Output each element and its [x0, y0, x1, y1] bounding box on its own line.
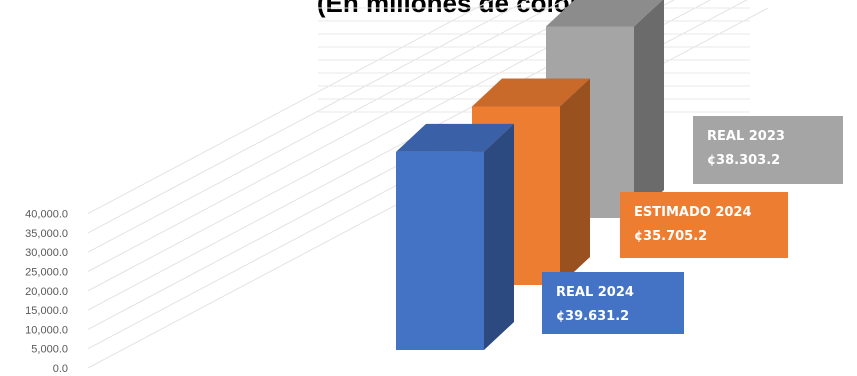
- callout-value: ¢38.303.2: [707, 153, 780, 168]
- y-axis-ticks: 0.0 5,000.0 10,000.0 15,000.0 20,000.0 25,000…: [25, 209, 68, 375]
- grid-line: [87, 0, 529, 234]
- callout-category: REAL 2024: [556, 285, 634, 300]
- callout-category: REAL 2023: [707, 129, 785, 144]
- y-tick-label: 40,000.0: [25, 209, 68, 221]
- y-tick-label: 20,000.0: [25, 286, 68, 298]
- grid-line: [87, 0, 566, 253]
- y-tick-label: 25,000.0: [25, 267, 68, 279]
- callout-box: [620, 192, 788, 258]
- y-tick-label: 0.0: [53, 363, 68, 375]
- callout-real-2023: REAL 2023 ¢38.303.2: [693, 116, 843, 184]
- data-callouts: REAL 2024 ¢39.631.2 ESTIMADO 2024 ¢35.705.2…: [542, 116, 843, 334]
- bar-top-face: [546, 0, 663, 27]
- bars: [396, 0, 664, 351]
- callout-box: [542, 272, 684, 334]
- bar-top-face: [472, 78, 590, 107]
- bar-side-face: [634, 0, 664, 218]
- y-tick-label: 5,000.0: [31, 344, 68, 356]
- callout-value: ¢35.705.2: [634, 229, 707, 244]
- grid-line: [87, 0, 639, 292]
- callout-category: ESTIMADO 2024: [634, 205, 752, 220]
- y-tick-label: 10,000.0: [25, 324, 68, 336]
- bar-real-2024: [396, 123, 514, 351]
- callout-estimado-2024: ESTIMADO 2024 ¢35.705.2: [620, 192, 788, 258]
- callout-box: [693, 116, 843, 184]
- y-tick-label: 35,000.0: [25, 228, 68, 240]
- bar-top-face: [396, 123, 514, 152]
- bar-side-face: [560, 78, 590, 285]
- chart-title: (En millones de colones): [317, 0, 623, 18]
- y-tick-label: 15,000.0: [25, 305, 68, 317]
- callout-value: ¢39.631.2: [556, 309, 629, 324]
- y-tick-label: 30,000.0: [25, 247, 68, 259]
- bar-front-face: [396, 151, 484, 350]
- grid-line: [87, 0, 602, 272]
- bar-side-face: [484, 123, 514, 351]
- callout-real-2024: REAL 2024 ¢39.631.2: [542, 272, 684, 334]
